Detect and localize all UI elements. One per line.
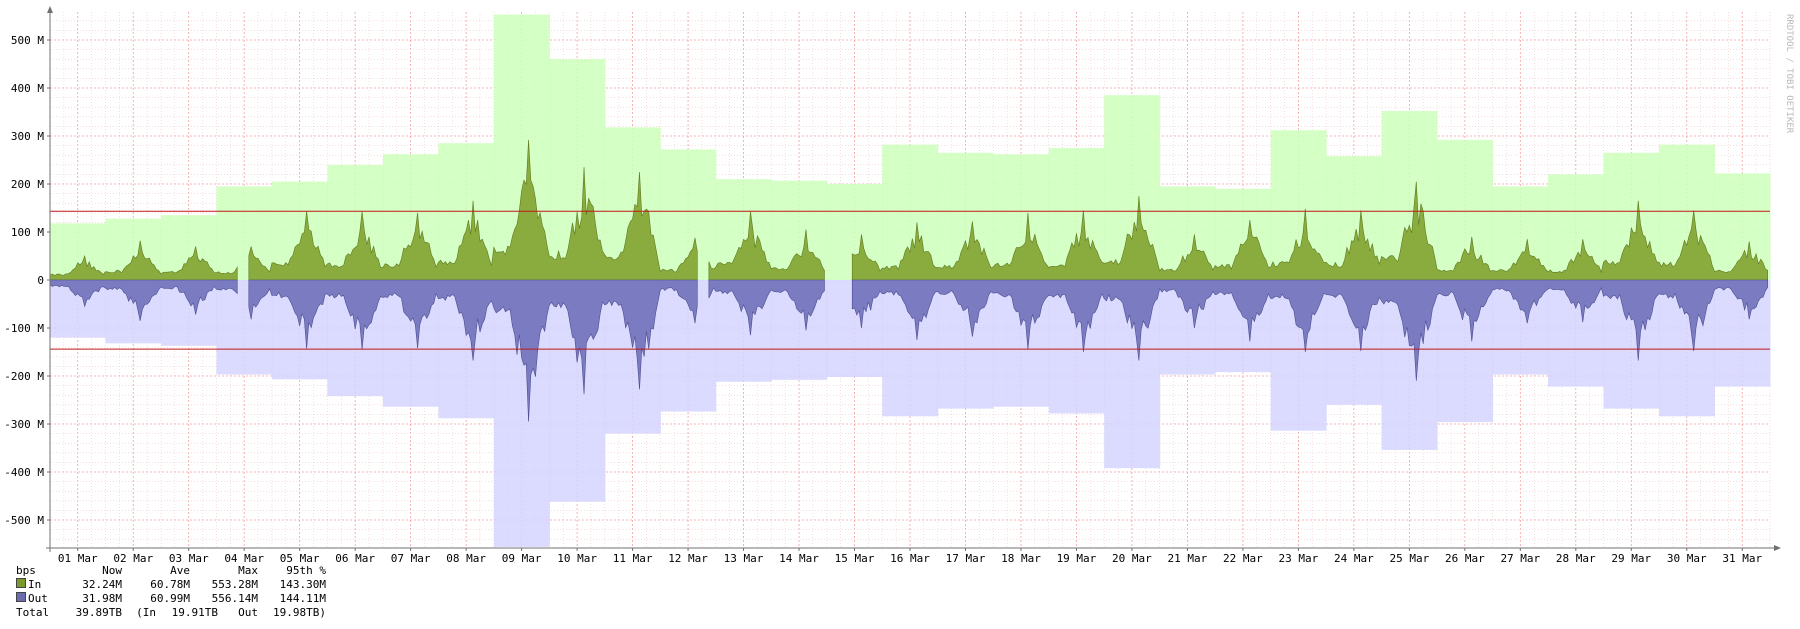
out-traffic-area: [708, 279, 825, 336]
legend-header-max: Max: [238, 564, 258, 577]
legend-total-out-value: 19.98TB): [273, 606, 326, 619]
x-tick-label: 21 Mar: [1168, 552, 1208, 565]
x-tick-label: 01 Mar: [58, 552, 98, 565]
x-tick-label: 23 Mar: [1279, 552, 1319, 565]
x-tick-label: 12 Mar: [668, 552, 708, 565]
legend-row-in: In 32.24M 60.78M 553.28M 143.30M: [16, 578, 326, 592]
x-tick-label: 13 Mar: [724, 552, 764, 565]
legend-total-value: 39.89TB: [75, 606, 122, 619]
y-tick-label: 200 M: [11, 178, 44, 191]
y-axis-labels: 500 M 400 M 300 M 200 M 100 M 0 -100 M -200 M -3…: [4, 34, 50, 527]
x-tick-label: 06 Mar: [335, 552, 375, 565]
y-tick-label: -400 M: [4, 466, 44, 479]
y-tick-label: 0: [37, 274, 44, 287]
watermark: RRDTOOL / TOBI OETIKER: [1784, 14, 1794, 134]
legend-row-total: Total 39.89TB (In 19.91TB Out 19.98TB): [16, 606, 326, 620]
x-tick-label: 09 Mar: [502, 552, 542, 565]
legend-in-ave: 60.78M: [150, 578, 190, 591]
x-tick-label: 05 Mar: [280, 552, 320, 565]
legend-header-now: Now: [102, 564, 122, 577]
in-traffic-area: [708, 211, 825, 281]
x-tick-label: 28 Mar: [1556, 552, 1596, 565]
y-tick-label: -200 M: [4, 370, 44, 383]
legend-name-in: In: [28, 578, 42, 591]
legend-out-max: 556.14M: [211, 592, 258, 605]
y-tick-label: 500 M: [11, 34, 44, 47]
legend-name-out: Out: [28, 592, 48, 605]
x-axis-labels: 01 Mar 02 Mar 03 Mar 04 Mar 05 Mar 06 Mar 07 M…: [58, 548, 1762, 565]
legend-total-in-label: (In: [136, 606, 156, 619]
x-tick-label: 31 Mar: [1722, 552, 1762, 565]
y-tick-label: 300 M: [11, 130, 44, 143]
x-tick-label: 11 Mar: [613, 552, 653, 565]
legend-out-ave: 60.99M: [150, 592, 190, 605]
legend-out-now: 31.98M: [82, 592, 122, 605]
legend-swatch-in: [16, 578, 26, 588]
x-tick-label: 27 Mar: [1500, 552, 1540, 565]
legend-total-label: Total: [16, 606, 50, 619]
x-tick-label: 15 Mar: [835, 552, 875, 565]
in-traffic-area: [49, 240, 238, 281]
x-tick-label: 30 Mar: [1667, 552, 1707, 565]
x-tick-label: 14 Mar: [779, 552, 819, 565]
out-traffic-area: [851, 279, 1768, 381]
x-tick-label: 22 Mar: [1223, 552, 1263, 565]
x-tick-label: 20 Mar: [1112, 552, 1152, 565]
x-tick-label: 10 Mar: [557, 552, 597, 565]
in-traffic-area: [248, 139, 698, 281]
y-axis-arrow: [47, 6, 53, 13]
y-tick-label: -100 M: [4, 322, 44, 335]
95th-percentile-lines: [50, 210, 1770, 350]
legend-in-max: 553.28M: [211, 578, 258, 591]
y-tick-label: 400 M: [11, 82, 44, 95]
x-tick-label: 17 Mar: [946, 552, 986, 565]
in-traffic-area: [851, 181, 1768, 281]
x-tick-label: 04 Mar: [224, 552, 264, 565]
legend-total-out-label: Out: [238, 606, 258, 619]
legend-out-95th: 144.11M: [279, 592, 326, 605]
x-tick-label: 19 Mar: [1057, 552, 1097, 565]
x-tick-label: 24 Mar: [1334, 552, 1374, 565]
legend-in-now: 32.24M: [82, 578, 122, 591]
y-tick-label: -500 M: [4, 514, 44, 527]
y-tick-label: 100 M: [11, 226, 44, 239]
max-in-bar: [216, 186, 273, 280]
x-axis-arrow: [1774, 545, 1781, 551]
x-tick-label: 07 Mar: [391, 552, 431, 565]
x-tick-label: 18 Mar: [1001, 552, 1041, 565]
legend-unit: bps: [16, 564, 36, 577]
legend-header-row: bps Now Ave Max 95th %: [16, 564, 326, 578]
x-tick-label: 29 Mar: [1611, 552, 1651, 565]
x-tick-label: 08 Mar: [446, 552, 486, 565]
legend-header-ave: Ave: [170, 564, 190, 577]
traffic-areas: [49, 139, 1768, 422]
legend-in-95th: 143.30M: [279, 578, 326, 591]
x-tick-label: 25 Mar: [1389, 552, 1429, 565]
legend: bps Now Ave Max 95th % In 32.24M 60.78M …: [16, 564, 326, 620]
x-tick-label: 03 Mar: [169, 552, 209, 565]
legend-header-95th: 95th %: [286, 564, 326, 577]
x-tick-label: 02 Mar: [113, 552, 153, 565]
legend-total-in-value: 19.91TB: [171, 606, 218, 619]
x-tick-label: 26 Mar: [1445, 552, 1485, 565]
legend-swatch-out: [16, 592, 26, 602]
out-traffic-area: [49, 279, 238, 321]
legend-row-out: Out 31.98M 60.99M 556.14M 144.11M: [16, 592, 326, 606]
y-tick-label: -300 M: [4, 418, 44, 431]
x-tick-label: 16 Mar: [890, 552, 930, 565]
